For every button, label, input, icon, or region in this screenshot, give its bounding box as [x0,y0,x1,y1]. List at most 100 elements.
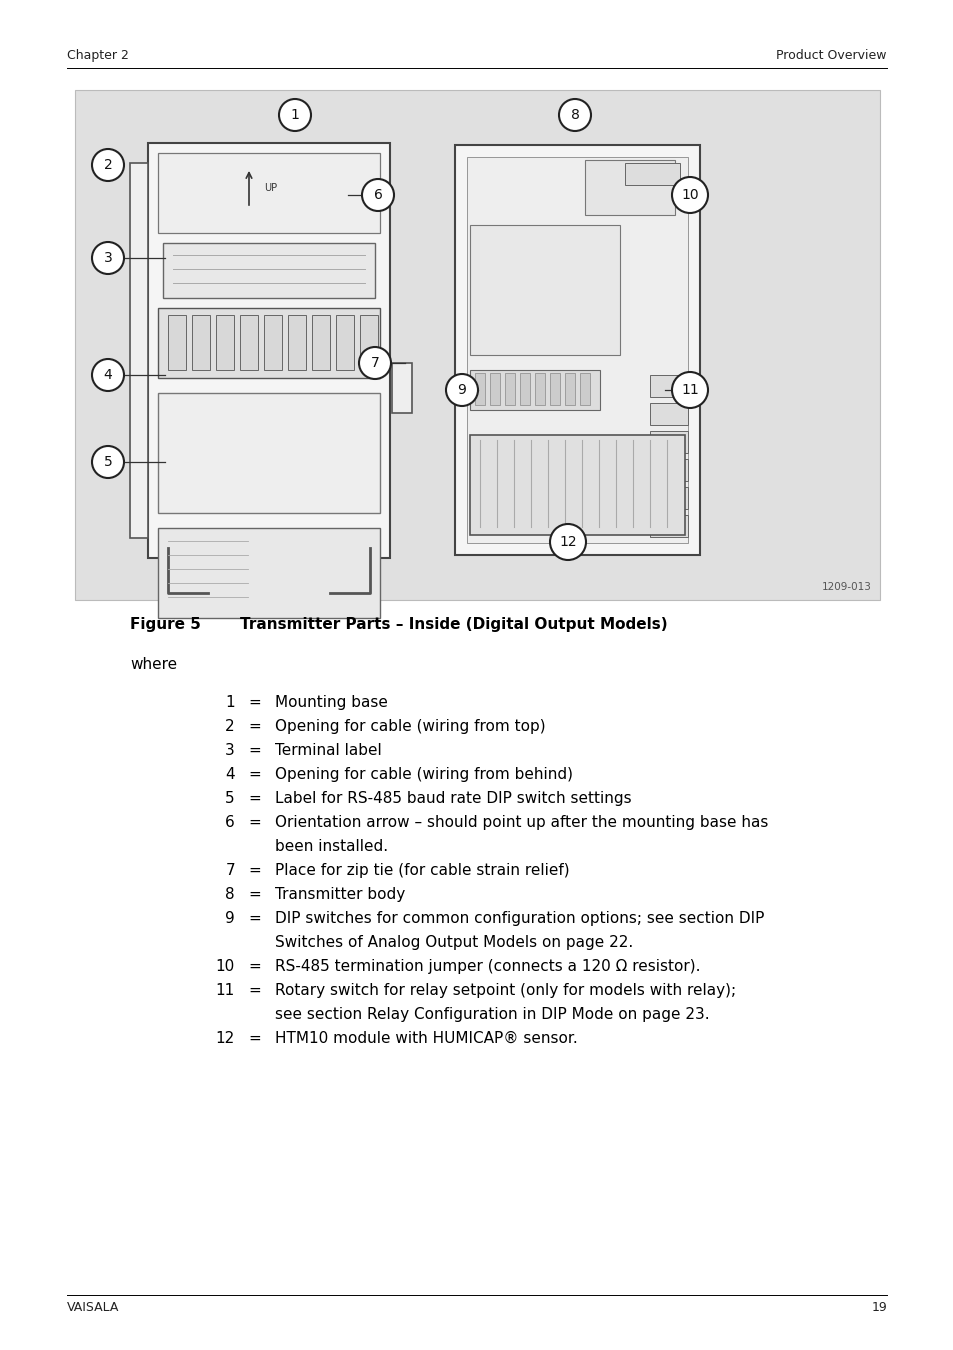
Text: 10: 10 [215,958,234,973]
Circle shape [91,242,124,274]
Text: 6: 6 [225,815,234,830]
Text: 10: 10 [680,188,699,202]
Bar [649,487,687,509]
Bar [148,143,390,558]
Text: =: = [249,791,261,806]
Bar [504,373,515,405]
Text: 8: 8 [570,108,578,122]
Circle shape [550,524,585,560]
Text: =: = [249,911,261,926]
Text: Transmitter Parts – Inside (Digital Output Models): Transmitter Parts – Inside (Digital Outp… [240,617,667,632]
Bar [158,528,379,618]
Text: 4: 4 [225,767,234,782]
Bar [264,315,282,370]
Bar [470,370,599,410]
Bar [550,373,559,405]
Text: Label for RS-485 baud rate DIP switch settings: Label for RS-485 baud rate DIP switch se… [274,791,631,806]
Text: Mounting base: Mounting base [274,695,388,710]
Text: Figure 5: Figure 5 [130,617,201,632]
Circle shape [358,347,391,379]
Circle shape [671,373,707,408]
Bar [649,459,687,481]
Text: 1209-013: 1209-013 [821,582,871,593]
Bar [168,315,186,370]
Text: 9: 9 [225,911,234,926]
Circle shape [671,177,707,213]
Bar [470,225,619,355]
Text: 11: 11 [680,383,699,397]
Text: Chapter 2: Chapter 2 [67,49,129,62]
Text: 12: 12 [215,1031,234,1046]
Bar [519,373,530,405]
Text: =: = [249,695,261,710]
Text: 5: 5 [225,791,234,806]
Bar [163,243,375,298]
Bar [579,373,589,405]
Bar [470,435,684,535]
Text: 19: 19 [870,1301,886,1314]
Text: =: = [249,863,261,878]
Text: Orientation arrow – should point up after the mounting base has: Orientation arrow – should point up afte… [274,815,767,830]
Bar [649,404,687,425]
Text: Rotary switch for relay setpoint (only for models with relay);: Rotary switch for relay setpoint (only f… [274,983,736,998]
Text: 5: 5 [104,455,112,468]
Circle shape [91,446,124,478]
Circle shape [91,148,124,181]
Bar [130,163,148,539]
Text: Opening for cable (wiring from top): Opening for cable (wiring from top) [274,720,545,734]
Bar [475,373,484,405]
Text: =: = [249,720,261,734]
Circle shape [446,374,477,406]
Bar [312,315,330,370]
Text: UP: UP [264,184,276,193]
Text: =: = [249,983,261,998]
Text: Product Overview: Product Overview [776,49,886,62]
Text: =: = [249,1031,261,1046]
Text: Terminal label: Terminal label [274,743,381,757]
Text: 8: 8 [225,887,234,902]
Text: 1: 1 [291,108,299,122]
Text: where: where [130,657,177,672]
Bar [392,363,412,413]
Text: been installed.: been installed. [274,838,388,855]
Text: 12: 12 [558,535,577,549]
Bar [359,315,377,370]
Bar [192,315,210,370]
Bar [335,315,354,370]
Circle shape [361,180,394,211]
Text: 6: 6 [374,188,382,202]
Bar [649,514,687,537]
Circle shape [278,99,311,131]
Text: 1: 1 [225,695,234,710]
Text: DIP switches for common configuration options; see section DIP: DIP switches for common configuration op… [274,911,763,926]
Bar [535,373,544,405]
Text: 7: 7 [225,863,234,878]
Bar [649,375,687,397]
Bar [158,393,379,513]
Circle shape [91,359,124,392]
Text: Place for zip tie (for cable strain relief): Place for zip tie (for cable strain reli… [274,863,569,878]
Text: 7: 7 [370,356,379,370]
Text: RS-485 termination jumper (connects a 120 Ω resistor).: RS-485 termination jumper (connects a 12… [274,958,700,973]
Circle shape [558,99,590,131]
Bar [240,315,257,370]
Bar [467,157,687,543]
Bar [288,315,306,370]
Text: 11: 11 [215,983,234,998]
Bar [158,153,379,234]
Text: Transmitter body: Transmitter body [274,887,405,902]
Text: Switches of Analog Output Models on page 22.: Switches of Analog Output Models on page… [274,936,633,950]
Bar [624,163,679,185]
Text: 3: 3 [225,743,234,757]
Text: =: = [249,743,261,757]
Text: =: = [249,815,261,830]
Text: 2: 2 [225,720,234,734]
Text: =: = [249,887,261,902]
Text: 3: 3 [104,251,112,265]
Text: =: = [249,958,261,973]
Bar [158,308,379,378]
Bar [649,431,687,454]
Bar [584,161,675,215]
Text: VAISALA: VAISALA [67,1301,119,1314]
Bar [564,373,575,405]
